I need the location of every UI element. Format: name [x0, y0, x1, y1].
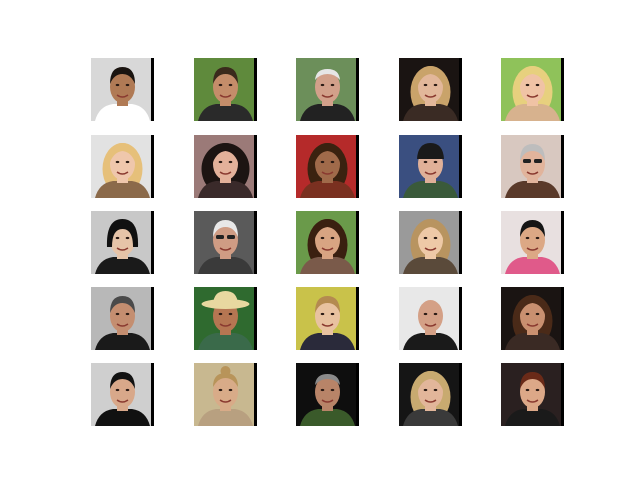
face-portrait-image — [399, 135, 462, 198]
face-tile-r4-c5 — [501, 287, 564, 350]
face-tile-r1-c5 — [501, 58, 564, 121]
tile-right-border — [254, 363, 257, 426]
face-tile-r5-c4 — [399, 363, 462, 426]
face-tile-r4-c4 — [399, 287, 462, 350]
tile-right-border — [561, 211, 564, 274]
face-tile-r4-c2 — [194, 287, 257, 350]
face-tile-r5-c5 — [501, 363, 564, 426]
face-portrait-image — [399, 211, 462, 274]
face-portrait-image — [399, 58, 462, 121]
face-tile-r1-c3 — [296, 58, 359, 121]
tile-right-border — [459, 211, 462, 274]
tile-right-border — [356, 287, 359, 350]
tile-right-border — [254, 211, 257, 274]
face-portrait-image — [399, 363, 462, 426]
face-portrait-image — [91, 287, 154, 350]
face-portrait-image — [399, 287, 462, 350]
tile-right-border — [459, 58, 462, 121]
face-tile-r4-c3 — [296, 287, 359, 350]
face-tile-r5-c2 — [194, 363, 257, 426]
face-portrait-image — [194, 135, 257, 198]
tile-right-border — [356, 135, 359, 198]
face-portrait-image — [501, 363, 564, 426]
face-tile-r3-c5 — [501, 211, 564, 274]
face-portrait-image — [91, 211, 154, 274]
face-tile-r4-c1 — [91, 287, 154, 350]
tile-right-border — [459, 135, 462, 198]
face-portrait-image — [296, 287, 359, 350]
face-portrait-image — [194, 287, 257, 350]
face-tile-r2-c4 — [399, 135, 462, 198]
tile-right-border — [151, 211, 154, 274]
tile-right-border — [151, 363, 154, 426]
tile-right-border — [356, 211, 359, 274]
face-tile-r2-c5 — [501, 135, 564, 198]
face-portrait-image — [501, 211, 564, 274]
face-portrait-image — [194, 211, 257, 274]
face-portrait-image — [91, 135, 154, 198]
face-portrait-image — [194, 58, 257, 121]
tile-right-border — [459, 287, 462, 350]
tile-right-border — [151, 58, 154, 121]
face-portrait-image — [501, 135, 564, 198]
tile-right-border — [151, 287, 154, 350]
face-tile-r5-c1 — [91, 363, 154, 426]
face-tile-r1-c4 — [399, 58, 462, 121]
face-tile-r1-c2 — [194, 58, 257, 121]
face-tile-r2-c1 — [91, 135, 154, 198]
face-portrait-image — [501, 287, 564, 350]
tile-right-border — [561, 135, 564, 198]
face-tile-r3-c2 — [194, 211, 257, 274]
tile-right-border — [561, 363, 564, 426]
face-tile-r2-c2 — [194, 135, 257, 198]
tile-right-border — [356, 58, 359, 121]
face-tile-r2-c3 — [296, 135, 359, 198]
face-portrait-image — [91, 58, 154, 121]
face-portrait-image — [501, 58, 564, 121]
face-tile-r3-c4 — [399, 211, 462, 274]
tile-right-border — [254, 135, 257, 198]
face-portrait-image — [194, 363, 257, 426]
face-tile-r3-c1 — [91, 211, 154, 274]
tile-right-border — [151, 135, 154, 198]
face-tile-r5-c3 — [296, 363, 359, 426]
tile-right-border — [254, 287, 257, 350]
face-portrait-image — [296, 58, 359, 121]
tile-right-border — [561, 287, 564, 350]
face-portrait-image — [296, 363, 359, 426]
face-portrait-image — [91, 363, 154, 426]
face-tile-r1-c1 — [91, 58, 154, 121]
tile-right-border — [561, 58, 564, 121]
face-portrait-image — [296, 135, 359, 198]
face-portrait-image — [296, 211, 359, 274]
tile-right-border — [254, 58, 257, 121]
tile-right-border — [459, 363, 462, 426]
face-tile-r3-c3 — [296, 211, 359, 274]
tile-right-border — [356, 363, 359, 426]
